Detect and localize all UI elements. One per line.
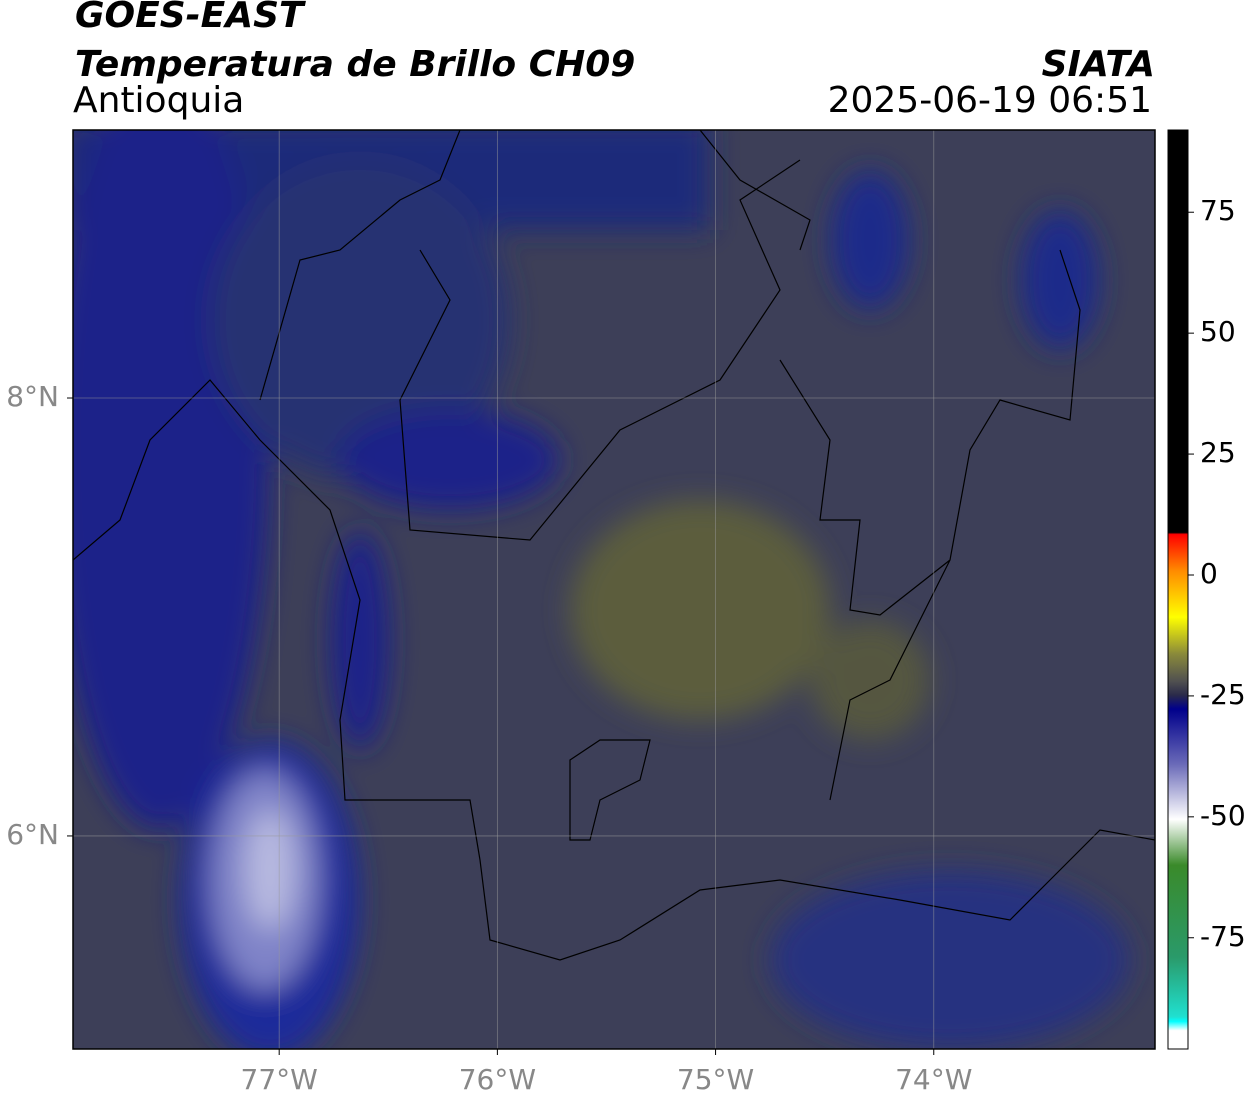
x-tick-label: 76°W: [459, 1063, 536, 1096]
colorbar-tick-label: -25: [1200, 678, 1246, 711]
datetime: 2025-06-19 06:51: [828, 80, 1152, 121]
x-tick-label: 77°W: [241, 1063, 318, 1096]
colorbar-tick-label: -50: [1200, 799, 1246, 832]
map-frame: [72, 129, 1156, 1050]
y-tick-label: 8°N: [6, 380, 59, 413]
subtitle: Temperatura de Brillo CH09: [75, 44, 635, 85]
grid: [73, 130, 1155, 1049]
y-tick-label: 6°N: [6, 818, 59, 851]
colorbar-tick-label: 25: [1200, 436, 1236, 469]
x-tick-label: 75°W: [677, 1063, 754, 1096]
colorbar: [1167, 129, 1189, 1050]
colorbar-tick-label: 0: [1200, 557, 1218, 590]
satellite-field: [73, 130, 1155, 1049]
title: GOES-EAST: [75, 0, 306, 36]
colorbar-tick-label: 75: [1200, 194, 1236, 227]
x-tick-label: 74°W: [895, 1063, 972, 1096]
agency: SIATA: [1042, 44, 1155, 85]
region: Antioquia: [73, 80, 244, 121]
colorbar-tick-label: 50: [1200, 315, 1236, 348]
colorbar-tick-label: -75: [1200, 920, 1246, 953]
